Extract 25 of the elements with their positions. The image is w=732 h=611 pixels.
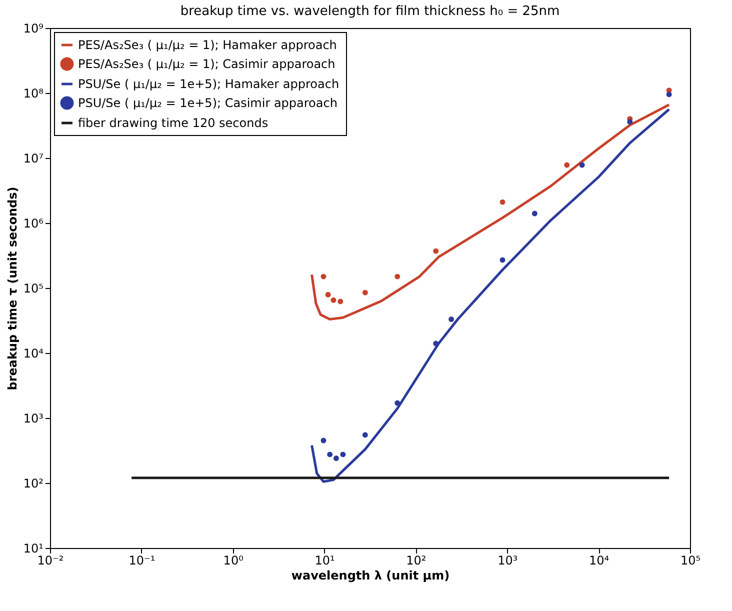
legend-label: fiber drawing time 120 seconds	[78, 116, 268, 130]
y-tick-label: 10³	[23, 412, 44, 426]
y-axis-title: breakup time τ (unit seconds)	[5, 186, 20, 390]
y-tick-label: 10⁴	[23, 346, 44, 360]
x-tick-label: 10⁻²	[37, 554, 64, 568]
y-tick-label: 10⁵	[23, 282, 44, 296]
x-tick-label: 10¹	[314, 554, 336, 568]
x-tick-label: 10²	[406, 554, 426, 568]
y-tick-label: 10⁸	[23, 86, 44, 100]
y-tick-label: 10⁶	[23, 216, 44, 230]
chart-title: breakup time vs. wavelength for film thickness h₀ = 25nm	[180, 4, 560, 19]
x-tick-label: 10³	[498, 554, 518, 568]
x-axis-title: wavelength λ (unit μm)	[291, 568, 450, 582]
legend-label: PSU/Se ( μ₁/μ₂ = 1e+5); Hamaker approach	[78, 77, 340, 91]
y-tick-label: 10⁷	[23, 152, 44, 166]
legend-label: PES/As₂Se₃ ( μ₁/μ₂ = 1); Hamaker approach	[78, 38, 337, 52]
x-tick-label: 10⁵	[680, 554, 701, 568]
y-tick-label: 10¹	[23, 542, 44, 556]
x-tick-label: 10⁰	[223, 554, 244, 568]
y-tick-label: 10⁹	[23, 22, 44, 36]
x-tick-label: 10⁻¹	[128, 554, 156, 568]
x-tick-label: 10⁴	[589, 554, 610, 568]
legend-label: PSU/Se ( μ₁/μ₂ = 1e+5); Casimir apparoach	[78, 96, 338, 110]
legend-label: PES/As₂Se₃ ( μ₁/μ₂ = 1); Casimir apparoach	[78, 57, 336, 71]
y-tick-label: 10²	[23, 476, 44, 490]
